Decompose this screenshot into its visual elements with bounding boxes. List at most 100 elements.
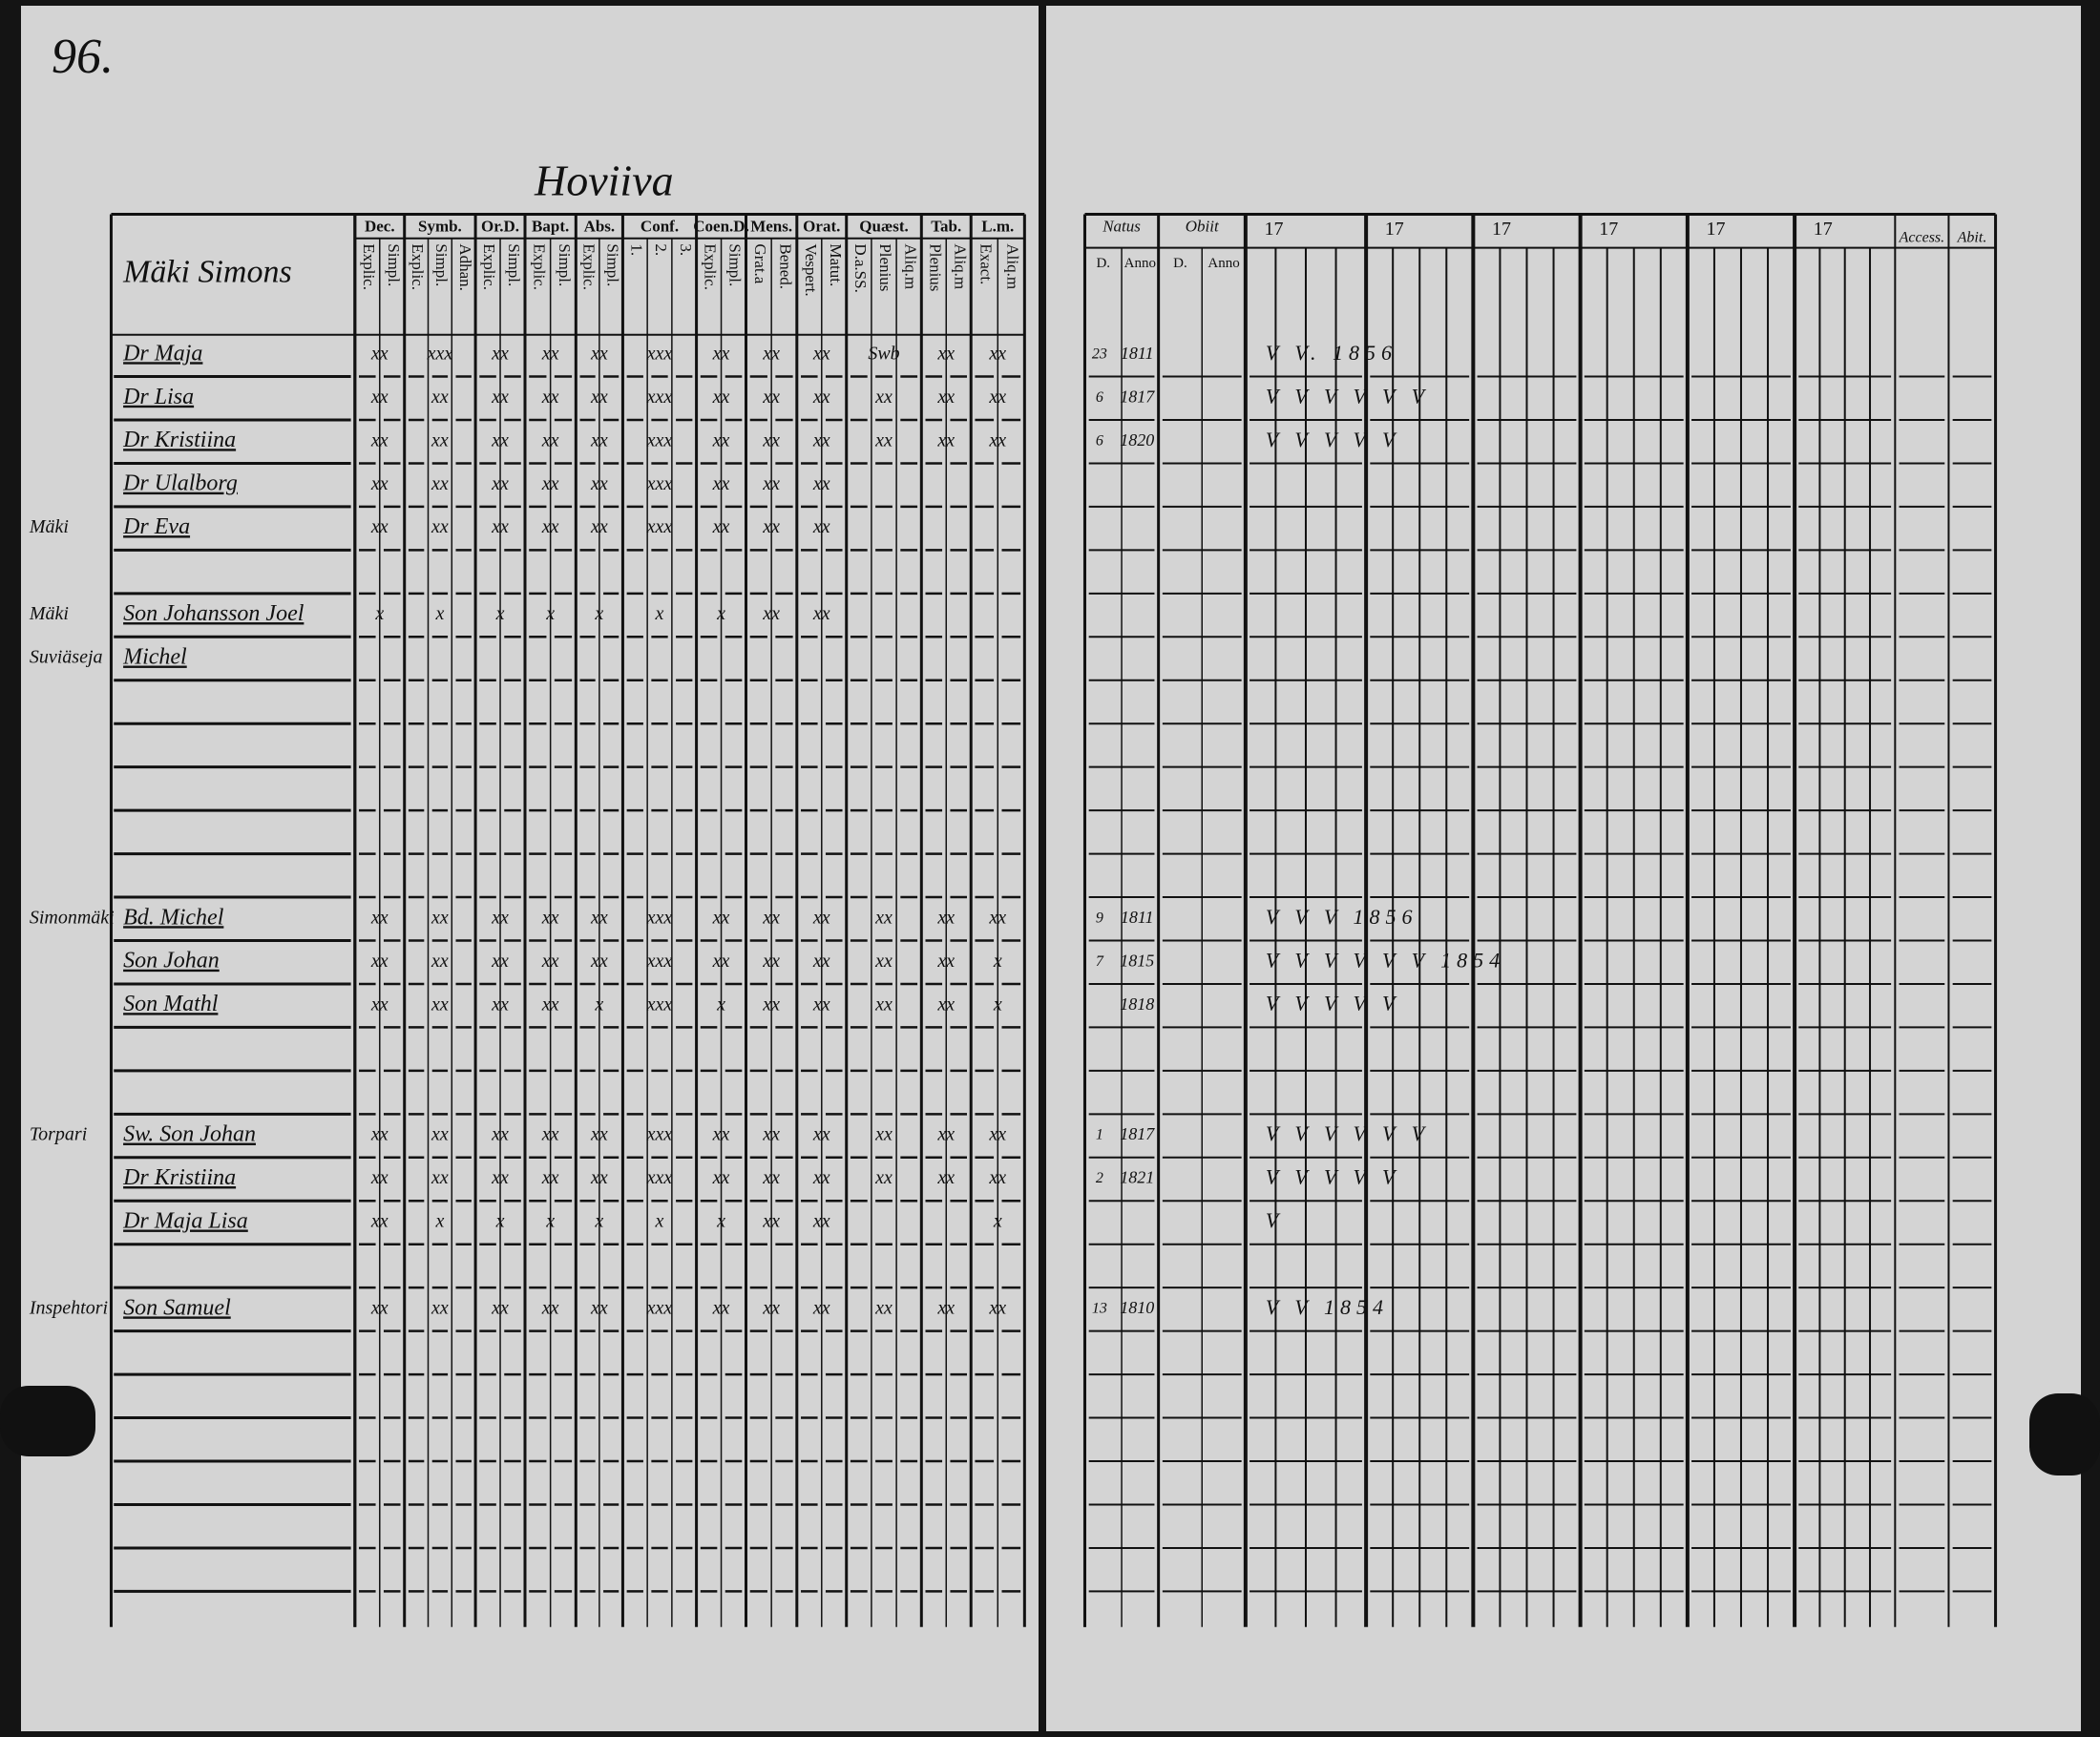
column-group-label: Coen.D.	[693, 217, 749, 235]
catechism-mark: xx	[430, 516, 449, 537]
column-sub-label: D.	[1096, 256, 1110, 271]
birth-day: 7	[1096, 953, 1104, 970]
catechism-mark: xx	[370, 1167, 388, 1188]
catechism-mark: xx	[812, 603, 830, 624]
catechism-mark: xx	[712, 951, 730, 972]
margin-note: Mäki	[29, 516, 69, 537]
catechism-mark: xx	[370, 1124, 388, 1145]
communion-notes: V V V V V	[1266, 992, 1401, 1015]
catechism-mark: xx	[712, 907, 730, 928]
catechism-mark: xx	[370, 951, 388, 972]
catechism-mark: x	[545, 1211, 555, 1232]
catechism-mark: x	[993, 951, 1002, 972]
birth-day: 6	[1096, 389, 1103, 406]
catechism-mark: Swb	[868, 343, 899, 364]
column-sub-label: 2.	[652, 243, 670, 256]
catechism-mark: xx	[762, 994, 780, 1015]
column-sub-label: Explic.	[360, 243, 378, 290]
person-name: Dr Eva	[122, 514, 190, 539]
communion-notes: V V 1854	[1266, 1295, 1389, 1319]
right-page	[1046, 6, 2081, 1731]
column-group-label: Conf.	[640, 217, 679, 235]
column-sub-label: Anno	[1124, 256, 1156, 271]
catechism-mark: xx	[541, 473, 559, 494]
catechism-mark: x	[434, 603, 444, 624]
person-name: Dr Kristiina	[122, 428, 236, 452]
catechism-mark: xxx	[646, 994, 673, 1015]
catechism-mark: xx	[430, 387, 449, 408]
catechism-mark: xx	[762, 603, 780, 624]
catechism-mark: xxx	[646, 1124, 673, 1145]
catechism-mark: xx	[590, 387, 608, 408]
catechism-mark: xx	[491, 1298, 509, 1319]
catechism-mark: x	[594, 603, 603, 624]
column-group-label: Obiit	[1186, 217, 1220, 235]
birth-day: 23	[1092, 345, 1107, 362]
catechism-mark: xx	[762, 429, 780, 450]
year-group-label: 17	[1264, 219, 1283, 240]
catechism-mark: xx	[370, 387, 388, 408]
catechism-mark: xx	[541, 1298, 559, 1319]
column-sub-label: Explic.	[580, 243, 598, 290]
catechism-mark: xxx	[646, 1167, 673, 1188]
catechism-mark: xx	[762, 516, 780, 537]
catechism-mark: xx	[812, 1298, 830, 1319]
catechism-mark: xx	[812, 1167, 830, 1188]
catechism-mark: xx	[812, 343, 830, 364]
catechism-mark: xx	[491, 951, 509, 972]
catechism-mark: xx	[712, 516, 730, 537]
catechism-mark: x	[655, 1211, 664, 1232]
catechism-mark: xx	[491, 429, 509, 450]
column-sub-label: D.	[1173, 256, 1187, 271]
margin-note: Torpari	[30, 1124, 87, 1145]
catechism-mark: xxx	[646, 951, 673, 972]
catechism-mark: xx	[812, 951, 830, 972]
column-sub-label: Exact.	[976, 243, 995, 284]
name-column-header: Mäki Simons	[122, 254, 292, 289]
catechism-mark: xxx	[646, 343, 673, 364]
catechism-mark: xx	[762, 1298, 780, 1319]
person-name: Dr Ulalborg	[122, 471, 238, 496]
birth-year: 1817	[1120, 387, 1155, 406]
birth-day: 2	[1096, 1170, 1103, 1186]
catechism-mark: xx	[541, 387, 559, 408]
column-group-label: Symb.	[418, 217, 462, 235]
catechism-mark: xx	[712, 473, 730, 494]
catechism-mark: xx	[430, 429, 449, 450]
catechism-mark: x	[374, 603, 384, 624]
catechism-mark: xx	[712, 1167, 730, 1188]
catechism-mark: xx	[812, 473, 830, 494]
catechism-mark: xx	[762, 951, 780, 972]
catechism-mark: xx	[936, 1298, 955, 1319]
catechism-mark: xx	[988, 429, 1006, 450]
catechism-mark: x	[655, 603, 664, 624]
catechism-mark: xx	[370, 994, 388, 1015]
catechism-mark: xx	[812, 1211, 830, 1232]
catechism-mark: xx	[491, 516, 509, 537]
birth-day: 13	[1092, 1301, 1107, 1317]
person-name: Son Johansson Joel	[123, 601, 304, 626]
margin-note: Suviäseja	[30, 647, 103, 668]
catechism-mark: xx	[812, 516, 830, 537]
catechism-mark: xx	[430, 1124, 449, 1145]
catechism-mark: xx	[590, 951, 608, 972]
column-group-label: Quæst.	[859, 217, 908, 235]
column-sub-label: Adhan.	[456, 243, 474, 291]
person-name: Dr Maja	[122, 341, 202, 366]
catechism-mark: x	[434, 1211, 444, 1232]
person-name: Son Mathl	[123, 992, 219, 1016]
catechism-mark: xx	[590, 1167, 608, 1188]
catechism-mark: xx	[988, 1124, 1006, 1145]
birth-day: 1	[1096, 1127, 1103, 1143]
column-sub-label: 3.	[677, 243, 695, 256]
catechism-mark: xx	[812, 1124, 830, 1145]
catechism-mark: xx	[874, 1167, 892, 1188]
catechism-mark: x	[594, 994, 603, 1015]
catechism-mark: xx	[874, 1298, 892, 1319]
binding-tab	[2029, 1393, 2100, 1475]
catechism-mark: xx	[988, 343, 1006, 364]
catechism-mark: xx	[491, 1167, 509, 1188]
catechism-mark: xx	[812, 907, 830, 928]
column-sub-label: Simpl.	[505, 243, 523, 286]
